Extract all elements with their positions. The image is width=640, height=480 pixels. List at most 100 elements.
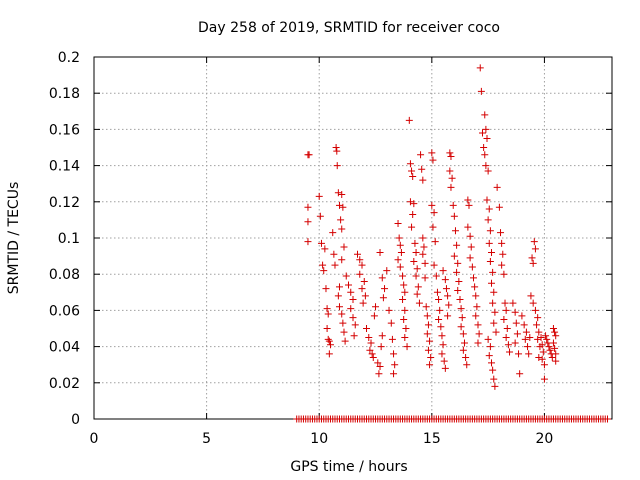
data-point bbox=[551, 344, 559, 352]
data-point bbox=[525, 350, 533, 358]
data-point bbox=[467, 243, 475, 251]
data-point bbox=[422, 303, 430, 311]
data-point bbox=[399, 296, 407, 304]
y-tick-label: 0.18 bbox=[49, 86, 80, 102]
data-point bbox=[323, 325, 331, 332]
data-point bbox=[317, 239, 325, 247]
data-point bbox=[463, 361, 471, 369]
data-point bbox=[419, 234, 427, 242]
data-point bbox=[504, 341, 512, 349]
data-point bbox=[369, 353, 377, 361]
data-point bbox=[531, 306, 539, 314]
data-point bbox=[438, 350, 446, 358]
data-point bbox=[502, 334, 510, 342]
y-axis-label: SRMTID / TECUs bbox=[6, 182, 22, 295]
data-point bbox=[485, 205, 493, 213]
data-point bbox=[530, 238, 538, 246]
data-point bbox=[498, 261, 506, 269]
data-point bbox=[427, 353, 435, 361]
data-point bbox=[366, 346, 374, 354]
data-point bbox=[477, 87, 485, 95]
data-point bbox=[333, 147, 341, 155]
data-point bbox=[339, 203, 347, 211]
data-point bbox=[529, 299, 537, 307]
data-point bbox=[442, 285, 450, 293]
data-point bbox=[538, 355, 546, 363]
data-point bbox=[466, 254, 474, 262]
data-point bbox=[401, 288, 409, 296]
data-point bbox=[540, 375, 548, 383]
data-point bbox=[421, 274, 429, 282]
data-point bbox=[400, 281, 408, 289]
data-point bbox=[430, 261, 438, 269]
data-point bbox=[339, 319, 347, 327]
data-point bbox=[322, 285, 330, 293]
data-point bbox=[546, 346, 554, 354]
data-point bbox=[359, 299, 367, 307]
data-point bbox=[464, 196, 472, 204]
data-point bbox=[474, 339, 482, 347]
data-point bbox=[542, 332, 550, 340]
data-point bbox=[469, 274, 477, 282]
data-point bbox=[391, 361, 399, 369]
data-point bbox=[511, 339, 519, 347]
data-point bbox=[520, 321, 528, 329]
data-point bbox=[491, 308, 499, 316]
data-point bbox=[450, 212, 458, 220]
x-tick-label: 5 bbox=[202, 431, 211, 447]
y-tick-label: 0.12 bbox=[49, 195, 80, 211]
data-point bbox=[409, 172, 417, 180]
data-point bbox=[304, 218, 312, 226]
data-point bbox=[603, 415, 611, 423]
data-point bbox=[535, 328, 543, 336]
data-point bbox=[365, 334, 373, 342]
data-point bbox=[516, 370, 524, 378]
data-point bbox=[454, 259, 462, 267]
data-point bbox=[349, 296, 357, 304]
data-point bbox=[418, 165, 426, 173]
data-point bbox=[423, 330, 431, 338]
data-point bbox=[465, 201, 473, 209]
data-point bbox=[488, 279, 496, 287]
data-point bbox=[473, 303, 481, 311]
data-point bbox=[304, 203, 312, 211]
data-point bbox=[445, 301, 453, 309]
data-point bbox=[400, 315, 408, 323]
x-tick-label: 20 bbox=[536, 431, 554, 447]
data-point bbox=[337, 216, 345, 224]
data-point bbox=[466, 232, 474, 240]
data-point bbox=[500, 270, 508, 278]
data-point bbox=[321, 245, 329, 253]
data-point bbox=[330, 250, 338, 258]
data-point bbox=[539, 348, 547, 356]
data-point bbox=[335, 283, 343, 291]
data-point bbox=[457, 305, 465, 313]
data-point bbox=[538, 341, 546, 349]
data-point bbox=[512, 319, 520, 327]
data-point bbox=[381, 285, 389, 293]
data-point bbox=[488, 248, 496, 256]
data-point bbox=[424, 346, 432, 354]
data-point bbox=[429, 156, 437, 164]
data-point bbox=[319, 261, 327, 269]
data-point bbox=[529, 259, 537, 267]
data-point bbox=[367, 339, 375, 347]
data-point bbox=[372, 303, 380, 311]
data-point bbox=[462, 353, 470, 361]
y-tick-label: 0.1 bbox=[58, 231, 80, 247]
data-point bbox=[396, 241, 404, 249]
data-point bbox=[334, 292, 342, 300]
data-point bbox=[347, 305, 355, 313]
data-point bbox=[347, 288, 355, 296]
data-point bbox=[472, 312, 480, 320]
data-point bbox=[334, 189, 342, 197]
data-point bbox=[521, 335, 529, 343]
data-point bbox=[324, 310, 332, 318]
data-point bbox=[464, 223, 472, 231]
data-point bbox=[376, 248, 384, 256]
data-point bbox=[453, 241, 461, 249]
data-point bbox=[349, 314, 357, 322]
data-point bbox=[430, 209, 438, 217]
data-point bbox=[440, 357, 448, 365]
data-point bbox=[439, 341, 447, 349]
